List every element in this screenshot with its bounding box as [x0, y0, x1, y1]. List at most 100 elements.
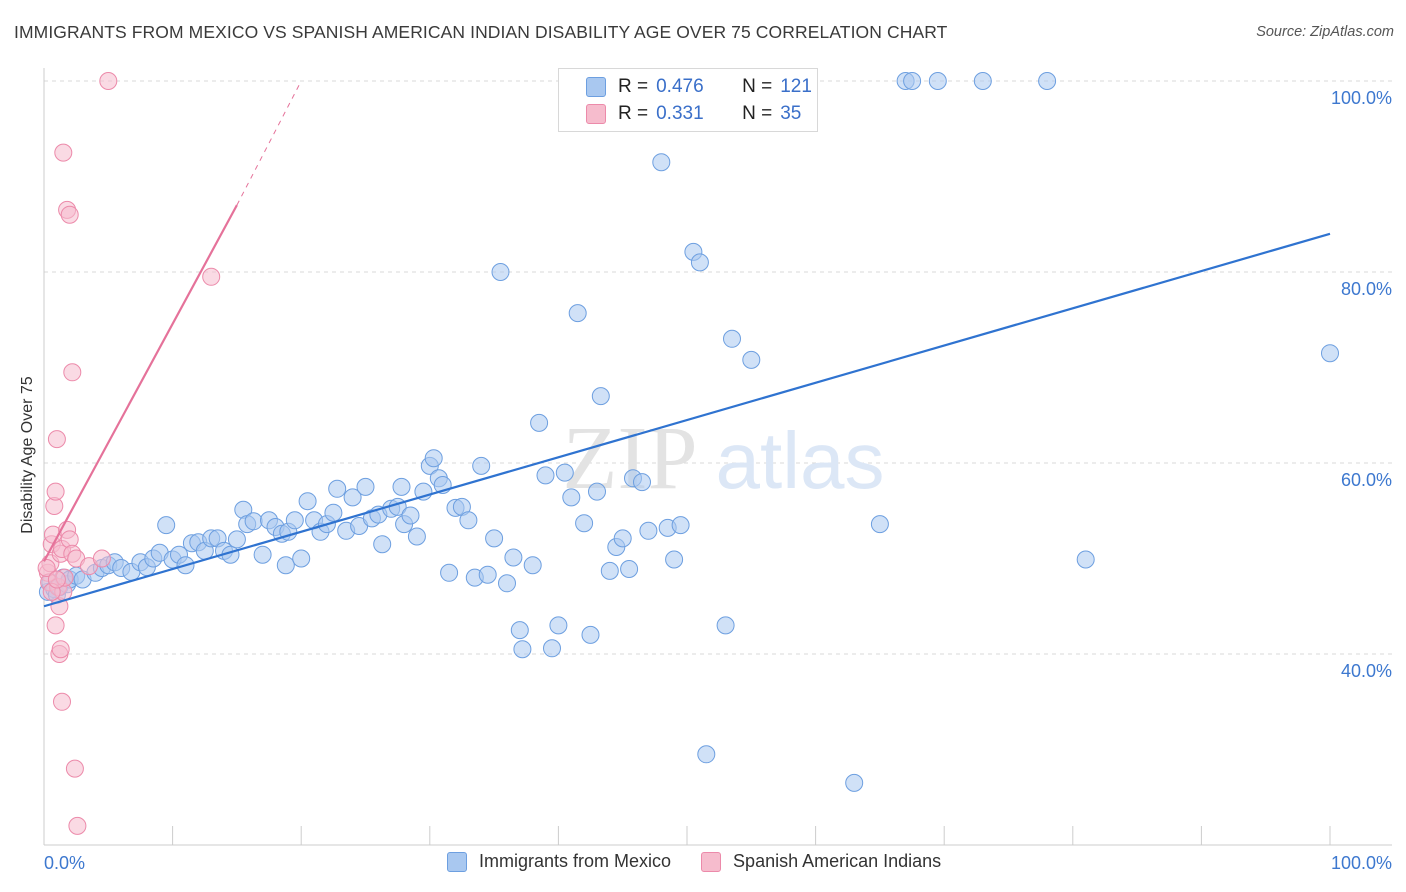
point-mexico: [555, 463, 574, 482]
watermark-zip: ZIP: [563, 409, 698, 508]
point-mexico: [543, 639, 561, 658]
point-mexico: [973, 72, 992, 90]
point-mexico: [157, 516, 176, 535]
point-mexico: [485, 529, 504, 548]
point-mexico: [723, 329, 741, 348]
point-spanish-american-indians: [60, 205, 79, 224]
point-spanish-american-indians: [51, 640, 70, 659]
point-mexico: [928, 72, 947, 90]
stats-r-value: 0.476: [656, 76, 704, 97]
point-mexico: [407, 527, 426, 546]
y-tick-label: 60.0%: [1341, 470, 1392, 490]
trend-layer: [43, 80, 1331, 608]
point-mexico: [562, 488, 581, 507]
point-mexico: [633, 473, 651, 492]
point-mexico: [401, 506, 420, 525]
point-mexico: [343, 488, 362, 507]
stats-n-value: 35: [780, 103, 802, 124]
legend-item-mexico[interactable]: Immigrants from Mexico: [447, 851, 671, 872]
point-mexico: [690, 253, 709, 272]
point-mexico: [588, 482, 606, 501]
legend: Immigrants from Mexico Spanish American …: [447, 851, 971, 872]
legend-swatch-pink: [701, 851, 722, 872]
point-mexico: [373, 535, 392, 554]
point-mexico: [504, 548, 523, 567]
point-spanish-american-indians: [47, 570, 66, 589]
point-mexico: [478, 565, 497, 584]
point-mexico: [665, 550, 684, 569]
stats-n-label: N =: [742, 103, 773, 124]
stats-n-label: N =: [742, 76, 773, 97]
point-mexico: [298, 492, 317, 511]
point-mexico: [568, 304, 587, 323]
point-mexico: [510, 621, 529, 640]
point-mexico: [491, 263, 510, 281]
point-mexico: [1321, 344, 1339, 363]
legend-label: Immigrants from Mexico: [479, 851, 672, 871]
x-tick-label: 0.0%: [44, 853, 85, 873]
point-spanish-american-indians: [37, 559, 56, 577]
y-tick-label: 40.0%: [1341, 661, 1392, 681]
point-mexico: [1038, 72, 1057, 90]
point-mexico: [870, 515, 889, 534]
point-mexico: [591, 387, 610, 406]
y-tick-label: 80.0%: [1341, 279, 1392, 299]
grid-layer: [44, 80, 1392, 655]
stats-r-label: R =: [618, 76, 649, 97]
point-mexico: [424, 449, 443, 468]
point-mexico: [581, 625, 600, 644]
point-mexico: [244, 512, 263, 531]
legend-swatch-blue: [447, 851, 467, 872]
point-mexico: [600, 561, 619, 580]
point-mexico: [575, 514, 594, 533]
point-mexico: [253, 545, 272, 564]
point-spanish-american-indians: [65, 759, 84, 778]
point-mexico: [620, 560, 639, 578]
point-spanish-american-indians: [68, 816, 87, 835]
point-mexico: [498, 574, 516, 593]
point-mexico: [903, 72, 922, 90]
point-mexico: [328, 479, 347, 498]
point-mexico: [716, 616, 735, 635]
point-spanish-american-indians: [54, 143, 73, 162]
point-spanish-american-indians: [99, 72, 118, 90]
stats-r-label: R =: [618, 103, 649, 124]
stats-swatch-blue: [586, 77, 606, 97]
point-mexico: [227, 530, 246, 549]
point-mexico: [285, 511, 304, 530]
point-spanish-american-indians: [46, 482, 65, 501]
point-mexico: [276, 556, 295, 575]
point-mexico: [523, 556, 542, 575]
point-spanish-american-indians: [53, 692, 71, 711]
point-mexico: [671, 516, 690, 535]
chart-title: IMMIGRANTS FROM MEXICO VS SPANISH AMERIC…: [14, 22, 948, 42]
trendline-spanish-american-indians: [43, 204, 238, 562]
point-mexico: [536, 466, 555, 485]
point-spanish-american-indians: [63, 363, 82, 382]
stats-row-spanish-american-indians: R = 0.331 N = 35: [559, 100, 801, 128]
x-tick-label: 100.0%: [1331, 853, 1392, 873]
axis-layer: [43, 68, 1392, 846]
watermark-atlas: atlas: [716, 416, 885, 505]
point-spanish-american-indians: [46, 616, 65, 635]
point-spanish-american-indians: [47, 430, 66, 449]
point-mexico: [697, 745, 716, 764]
point-mexico: [292, 549, 311, 568]
point-mexico: [639, 521, 658, 540]
point-mexico: [742, 350, 761, 369]
point-spanish-american-indians: [92, 549, 111, 568]
y-tick-label: 100.0%: [1331, 88, 1392, 108]
legend-label: Spanish American Indians: [733, 851, 942, 871]
point-mexico: [845, 773, 864, 792]
source-label: Source: ZipAtlas.com: [1256, 24, 1394, 40]
point-mexico: [530, 413, 549, 432]
legend-item-spanish-american-indians[interactable]: Spanish American Indians: [701, 851, 941, 872]
point-mexico: [652, 153, 671, 172]
point-mexico: [324, 503, 343, 522]
trendline-extension: [236, 80, 302, 206]
point-mexico: [513, 640, 532, 659]
point-mexico: [459, 511, 478, 530]
stats-n-value: 121: [780, 76, 812, 97]
tick-label-layer: 40.0% 60.0% 80.0% 100.0% 0.0% 100.0%: [44, 88, 1392, 873]
